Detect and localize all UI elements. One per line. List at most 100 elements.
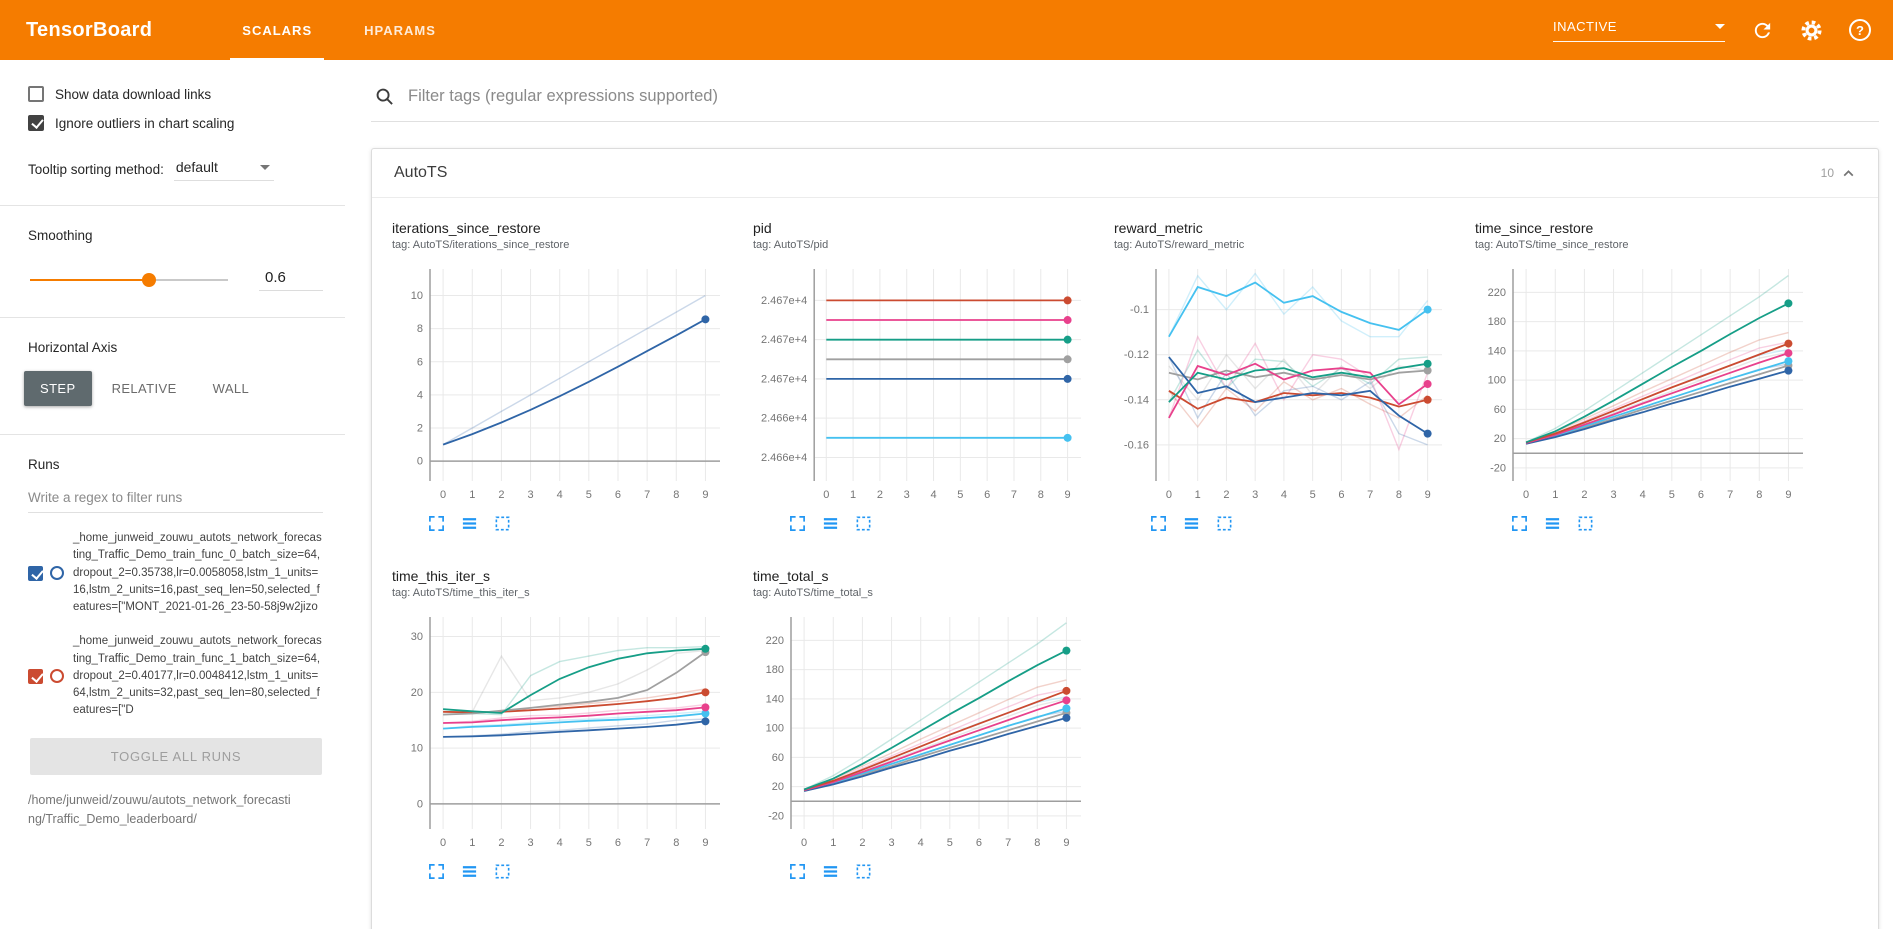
tab-hparams[interactable]: HPARAMS — [364, 22, 436, 38]
haxis-relative-button[interactable]: RELATIVE — [96, 371, 193, 406]
expand-chart-icon[interactable] — [789, 515, 806, 532]
run-item: _home_junweid_zouwu_autots_network_forec… — [28, 530, 323, 616]
svg-text:7: 7 — [1011, 489, 1017, 501]
expand-chart-icon[interactable] — [428, 515, 445, 532]
tab-scalars[interactable]: SCALARS — [216, 0, 338, 60]
svg-text:7: 7 — [1367, 489, 1373, 501]
topbar: TensorBoard SCALARS HPARAMS INACTIVE ? — [0, 0, 1893, 60]
svg-text:3: 3 — [904, 489, 910, 501]
svg-text:20: 20 — [772, 781, 784, 793]
svg-text:1: 1 — [1195, 489, 1201, 501]
app-title: TensorBoard — [26, 18, 153, 41]
help-icon[interactable]: ? — [1849, 19, 1871, 41]
checkbox[interactable] — [28, 86, 44, 102]
chart-plot[interactable]: 0 1 2 3 4 5 6 7 8 9 -0.1 -0.12 -0.14 -0.16 — [1114, 259, 1452, 509]
svg-text:9: 9 — [1063, 837, 1069, 849]
card-header[interactable]: AutoTS 10 — [372, 149, 1878, 198]
svg-text:9: 9 — [1785, 489, 1791, 501]
expand-chart-icon[interactable] — [789, 863, 806, 880]
svg-text:2: 2 — [498, 837, 504, 849]
svg-text:8: 8 — [1756, 489, 1762, 501]
tag-filter-input[interactable] — [408, 87, 1877, 106]
fit-domain-icon[interactable] — [855, 515, 872, 532]
chart-plot[interactable]: 0 1 2 3 4 5 6 7 8 9 2.467e+4 2.467e+4 2.467e+4 2.466e… — [753, 259, 1091, 509]
run-controls — [28, 668, 64, 684]
svg-text:3: 3 — [888, 837, 894, 849]
data-table-icon[interactable] — [822, 515, 839, 532]
svg-text:4: 4 — [417, 389, 423, 401]
data-table-icon[interactable] — [1544, 515, 1561, 532]
data-table-icon[interactable] — [461, 863, 478, 880]
smoothing-slider-knob[interactable] — [141, 273, 156, 287]
expand-chart-icon[interactable] — [1150, 515, 1167, 532]
svg-text:4: 4 — [918, 837, 924, 849]
expand-chart-icon[interactable] — [1511, 515, 1528, 532]
svg-text:0: 0 — [1523, 489, 1529, 501]
tabs: SCALARS HPARAMS — [216, 0, 462, 60]
tooltip-sort-select[interactable]: default — [173, 157, 274, 181]
chart-card: time_this_iter_s tag: AutoTS/time_this_i… — [392, 568, 737, 880]
fit-domain-icon[interactable] — [1577, 515, 1594, 532]
haxis-step-button[interactable]: STEP — [24, 371, 92, 406]
svg-text:2: 2 — [1581, 489, 1587, 501]
svg-text:-0.12: -0.12 — [1124, 349, 1149, 361]
run-radio[interactable] — [50, 566, 64, 581]
runs-label: Runs — [28, 457, 60, 472]
svg-text:5: 5 — [1669, 489, 1675, 501]
fit-domain-icon[interactable] — [494, 863, 511, 880]
svg-text:6: 6 — [1698, 489, 1704, 501]
run-checkbox[interactable] — [28, 668, 43, 684]
chart-plot[interactable]: 0 1 2 3 4 5 6 7 8 9 0 2 4 6 8 10 — [392, 259, 730, 509]
data-table-icon[interactable] — [1183, 515, 1200, 532]
chart-plot[interactable]: 0 1 2 3 4 5 6 7 8 9 0 10 20 30 — [392, 607, 730, 857]
svg-text:-20: -20 — [768, 810, 784, 822]
run-checkbox[interactable] — [28, 565, 43, 581]
svg-text:3: 3 — [1252, 489, 1258, 501]
svg-text:6: 6 — [976, 837, 982, 849]
svg-text:10: 10 — [411, 290, 423, 302]
svg-text:7: 7 — [644, 489, 650, 501]
chart-toolbar — [428, 863, 737, 880]
chart-plot[interactable]: 0 1 2 3 4 5 6 7 8 9 -20 20 60 100 140 180 220 — [753, 607, 1091, 857]
tooltip-sort-label: Tooltip sorting method: — [28, 161, 164, 177]
chevron-up-icon[interactable] — [1841, 166, 1856, 181]
checkbox[interactable] — [28, 115, 44, 131]
expand-chart-icon[interactable] — [428, 863, 445, 880]
smoothing-label: Smoothing — [28, 228, 93, 243]
data-table-icon[interactable] — [461, 515, 478, 532]
haxis-wall-button[interactable]: WALL — [197, 371, 266, 406]
svg-text:2: 2 — [1223, 489, 1229, 501]
divider — [0, 205, 345, 206]
toggle-all-runs-button[interactable]: TOGGLE ALL RUNS — [30, 737, 322, 775]
svg-text:-0.14: -0.14 — [1124, 394, 1149, 406]
svg-text:20: 20 — [411, 687, 423, 699]
svg-text:4: 4 — [1640, 489, 1646, 501]
runs-filter-input[interactable] — [28, 482, 323, 513]
search-icon — [375, 87, 394, 106]
data-table-icon[interactable] — [822, 863, 839, 880]
smoothing-slider[interactable] — [30, 273, 228, 287]
chart-plot[interactable]: 0 1 2 3 4 5 6 7 8 9 -20 20 60 100 140 180 220 — [1475, 259, 1813, 509]
fit-domain-icon[interactable] — [494, 515, 511, 532]
chart-tag: tag: AutoTS/iterations_since_restore — [392, 239, 570, 251]
svg-text:0: 0 — [823, 489, 829, 501]
svg-text:0: 0 — [417, 798, 423, 810]
gear-icon[interactable] — [1800, 19, 1823, 42]
svg-text:1: 1 — [850, 489, 856, 501]
svg-text:8: 8 — [1034, 837, 1040, 849]
svg-text:100: 100 — [1488, 375, 1506, 387]
refresh-icon[interactable] — [1751, 19, 1774, 42]
fit-domain-icon[interactable] — [1216, 515, 1233, 532]
checkbox-row: Ignore outliers in chart scaling — [28, 115, 323, 131]
chevron-down-icon — [259, 164, 270, 170]
chart-toolbar — [789, 515, 1098, 532]
svg-text:5: 5 — [586, 837, 592, 849]
run-radio[interactable] — [50, 669, 64, 684]
chart-tag: tag: AutoTS/reward_metric — [1114, 239, 1245, 251]
svg-text:6: 6 — [417, 356, 423, 368]
smoothing-value[interactable]: 0.6 — [259, 269, 323, 291]
fit-domain-icon[interactable] — [855, 863, 872, 880]
svg-text:6: 6 — [984, 489, 990, 501]
run-controls — [28, 565, 64, 581]
status-dropdown[interactable]: INACTIVE — [1553, 19, 1725, 42]
